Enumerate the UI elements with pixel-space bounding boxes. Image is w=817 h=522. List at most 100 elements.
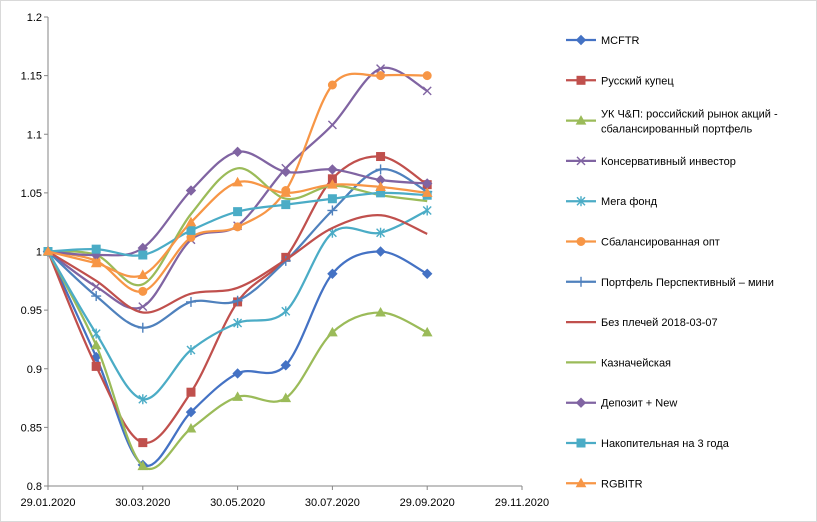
- data-point: [186, 344, 196, 355]
- chart-series: [42, 64, 433, 471]
- data-point: [280, 360, 291, 371]
- series-12: [42, 176, 433, 279]
- data-point: [327, 268, 338, 279]
- series-8: [47, 214, 428, 314]
- legend-item: Без плечей 2018-03-07: [566, 317, 718, 329]
- legend-label: MCFTR: [601, 35, 640, 47]
- legend-label: Консервативный инвестор: [601, 156, 736, 168]
- legend-item: MCFTR: [566, 34, 640, 47]
- x-tick-label: 30.07.2020: [305, 497, 360, 509]
- data-point: [185, 406, 197, 418]
- legend-marker: [576, 196, 586, 207]
- data-point: [233, 222, 243, 232]
- legend-marker: [576, 438, 586, 448]
- x-tick-label: 30.03.2020: [115, 497, 170, 509]
- legend-marker: [575, 115, 587, 125]
- chart-legend: MCFTR Русский купец УК Ч&П: российский рын…: [566, 34, 778, 490]
- data-point: [327, 205, 338, 216]
- data-point: [90, 339, 102, 350]
- data-point: [138, 394, 148, 405]
- legend-item: Сбалансированная опт: [566, 237, 720, 249]
- data-point: [327, 120, 337, 130]
- data-point: [421, 268, 433, 279]
- data-point: [421, 326, 433, 337]
- legend-label: Накопительная на 3 года: [601, 438, 730, 450]
- data-point: [422, 205, 432, 216]
- legend-marker: [576, 237, 586, 246]
- data-point: [185, 423, 197, 433]
- legend-label: Казначейская: [601, 357, 671, 369]
- data-point: [327, 194, 337, 204]
- series-line: [46, 155, 428, 444]
- legend-item: Русский купец: [566, 75, 674, 87]
- data-point: [232, 295, 243, 306]
- series-line: [47, 167, 428, 287]
- data-point: [233, 207, 243, 217]
- data-point: [281, 306, 291, 317]
- data-point: [280, 166, 291, 177]
- data-point: [376, 227, 386, 238]
- data-point: [91, 244, 101, 254]
- legend-label: Мега фонд: [601, 196, 658, 208]
- data-point: [91, 361, 101, 371]
- legend-item: Мега фонд: [566, 196, 658, 208]
- data-point: [376, 71, 386, 81]
- legend-item: Депозит + New: [566, 397, 677, 410]
- legend-marker: [575, 397, 587, 408]
- data-point: [138, 286, 148, 296]
- legend-item: Портфель Перспективный – мини: [566, 276, 774, 289]
- data-point: [327, 80, 337, 90]
- data-point: [422, 71, 432, 81]
- legend-marker: [576, 75, 586, 85]
- data-point: [91, 328, 101, 339]
- data-point: [232, 368, 243, 379]
- legend-label: Без плечей 2018-03-07: [601, 317, 718, 329]
- y-tick-label: 1.15: [21, 71, 42, 83]
- y-tick-label: 1.2: [27, 12, 42, 24]
- legend-marker: [576, 156, 586, 166]
- data-point: [185, 216, 197, 227]
- data-point: [280, 187, 292, 197]
- data-point: [233, 318, 243, 329]
- legend-item: Казначейская: [566, 357, 671, 369]
- legend-marker: [575, 34, 587, 46]
- data-point: [232, 146, 243, 158]
- data-point: [327, 164, 338, 175]
- data-point: [327, 326, 338, 337]
- y-tick-label: 0.85: [21, 422, 42, 434]
- series-10: [42, 146, 433, 261]
- series-line: [47, 209, 428, 401]
- data-point: [186, 225, 196, 235]
- data-point: [375, 181, 386, 192]
- y-tick-label: 1: [36, 247, 42, 259]
- y-tick-label: 0.8: [27, 481, 42, 493]
- data-point: [138, 438, 148, 448]
- data-point: [232, 391, 243, 401]
- y-tick-label: 0.9: [27, 364, 42, 376]
- legend-item: Консервативный инвестор: [566, 156, 736, 168]
- series-line: [46, 250, 428, 470]
- legend-label: Сбалансированная опт: [601, 237, 720, 249]
- data-point: [376, 152, 386, 162]
- data-point: [90, 257, 102, 268]
- x-tick-label: 29.01.2020: [20, 497, 75, 509]
- data-point: [137, 322, 148, 333]
- series-line: [47, 214, 428, 314]
- data-point: [376, 64, 386, 74]
- data-point: [422, 86, 432, 96]
- data-point: [327, 179, 338, 189]
- data-point: [138, 302, 148, 312]
- series-line: [46, 250, 428, 468]
- legend-label: RGBITR: [601, 478, 643, 490]
- data-point: [137, 269, 149, 279]
- legend-item: УК Ч&П: российский рынок акций -сбаланси…: [566, 109, 778, 136]
- y-tick-label: 1.1: [27, 129, 42, 141]
- data-point: [280, 392, 292, 403]
- data-point: [138, 250, 148, 260]
- data-point: [185, 296, 196, 307]
- legend-label: Портфель Перспективный – мини: [601, 277, 774, 289]
- data-point: [421, 187, 433, 197]
- x-tick-label: 29.11.2020: [495, 497, 549, 509]
- data-point: [137, 460, 149, 471]
- y-tick-label: 0.95: [21, 305, 42, 317]
